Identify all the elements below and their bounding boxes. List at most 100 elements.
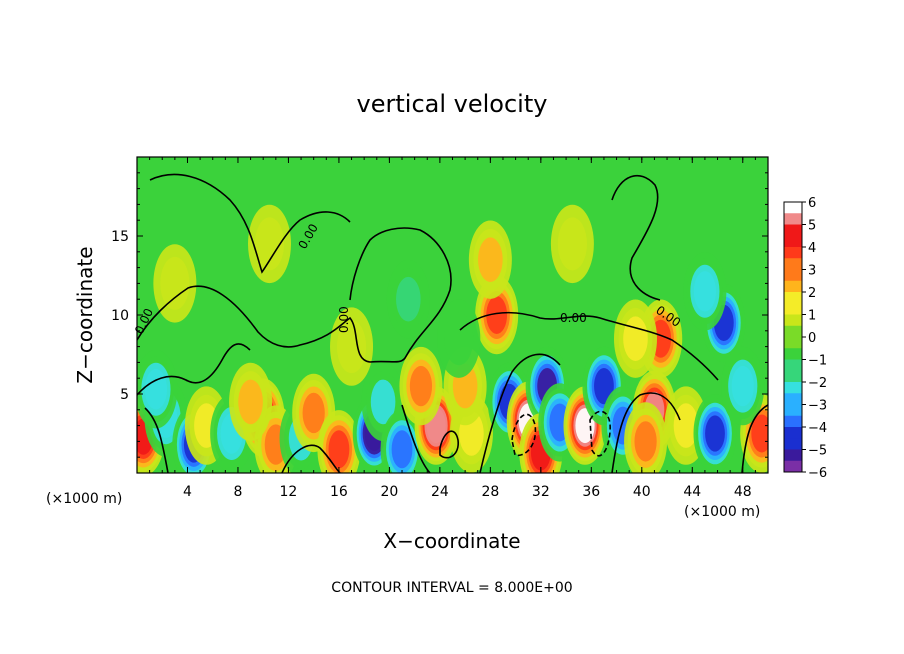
heatmap-cells <box>137 204 768 473</box>
heatmap-cell <box>705 415 725 452</box>
positive-contour-line <box>439 430 459 459</box>
colorbar-tick-label: −6 <box>808 466 827 481</box>
x-tick-label: 20 <box>380 484 398 500</box>
chart-title: vertical velocity <box>357 90 548 118</box>
x-tick-label: 40 <box>633 484 651 500</box>
heatmap-cell <box>634 421 657 462</box>
colorbar-swatch <box>784 382 802 394</box>
x-tick-label: 4 <box>183 484 192 500</box>
contour-label: 0.00 <box>560 311 587 325</box>
colorbar-swatch <box>784 247 802 259</box>
colorbar-tick-label: 6 <box>808 196 816 211</box>
colorbar-swatch <box>784 337 802 349</box>
y-tick-label: 15 <box>111 229 129 245</box>
colorbar-tick-label: 1 <box>808 309 816 324</box>
colorbar-swatches <box>784 202 802 473</box>
zero-contour-line <box>137 227 452 363</box>
zero-contour-line <box>479 353 561 473</box>
x-tick-label: 32 <box>532 484 550 500</box>
heatmap-cell <box>160 256 190 310</box>
colorbar-swatch <box>784 224 802 237</box>
colorbar-swatch <box>784 427 802 439</box>
heatmap-cell <box>391 430 413 469</box>
x-tick-label: 28 <box>481 484 499 500</box>
zero-contour-line <box>741 404 768 473</box>
zero-contours <box>137 173 768 473</box>
negative-contour-line <box>511 413 537 457</box>
zero-contour-line <box>401 404 431 473</box>
heatmap-cell <box>370 379 396 425</box>
zero-contour-line <box>149 173 351 274</box>
y-axis-ticks: 5 10 15 <box>111 172 768 458</box>
x-tick-label: 16 <box>330 484 348 500</box>
x-tick-label: 36 <box>582 484 600 500</box>
colorbar: 6 5 4 3 2 1 0 −1 −2 −3 −4 −5 −6 <box>783 196 827 481</box>
colorbar-swatch <box>784 292 802 304</box>
zero-contour-line <box>611 174 661 301</box>
colorbar-swatch <box>784 415 802 428</box>
heatmap-cell <box>254 217 285 271</box>
heatmap-cell <box>336 320 367 374</box>
x-tick-label: 12 <box>280 484 298 500</box>
heatmap-cell <box>623 316 648 362</box>
x-tick-label: 24 <box>431 484 449 500</box>
colorbar-swatch <box>784 460 802 473</box>
colorbar-tick-label: 3 <box>808 264 816 279</box>
colorbar-swatch <box>784 393 802 405</box>
colorbar-tick-label: 4 <box>808 241 816 256</box>
zero-contour-line <box>459 311 719 381</box>
colorbar-swatch <box>784 348 802 360</box>
colorbar-swatch <box>784 258 802 270</box>
heatmap-cell <box>751 414 768 453</box>
heatmap-cell <box>144 369 168 410</box>
heatmap-cell <box>409 365 433 407</box>
colorbar-swatch <box>784 202 802 214</box>
zero-contour-line <box>144 407 169 473</box>
zero-contour-line <box>611 392 681 473</box>
y-axis-label: Z−coordinate <box>73 246 97 383</box>
heatmap-cell <box>444 312 474 366</box>
contour-interval-note: CONTOUR INTERVAL = 8.000E+00 <box>331 580 572 596</box>
colorbar-swatch <box>784 314 802 327</box>
contour-label: 0.00 <box>337 306 351 333</box>
plot-area: 0.00 0.00 0.00 0.00 0.00 4 8 12 16 20 24 28 32 3… <box>111 156 769 500</box>
heatmap-cell <box>486 296 508 334</box>
x-tick-label: 48 <box>734 484 752 500</box>
colorbar-swatch <box>784 449 802 462</box>
heatmap-cell <box>575 408 595 444</box>
colorbar-tick-label: −5 <box>808 444 827 459</box>
colorbar-swatch <box>784 359 802 372</box>
y-unit-label: (×1000 m) <box>46 491 122 507</box>
colorbar-swatch <box>784 438 802 450</box>
colorbar-tick-label: −1 <box>808 354 827 369</box>
colorbar-swatch <box>784 303 802 315</box>
x-axis-ticks: 4 8 12 16 20 24 28 32 36 40 44 48 <box>149 157 756 500</box>
colorbar-tick-label: 5 <box>808 219 816 234</box>
colorbar-swatch <box>784 404 802 417</box>
colorbar-tick-label: 0 <box>808 331 816 346</box>
colorbar-tick-label: −4 <box>808 421 827 436</box>
zero-contour-line <box>281 444 341 473</box>
y-tick-label: 10 <box>111 308 129 324</box>
colorbar-tick-label: −3 <box>808 399 827 414</box>
colorbar-swatch <box>784 325 802 338</box>
y-tick-label: 5 <box>120 387 129 403</box>
x-axis-label: X−coordinate <box>383 529 520 553</box>
heatmap-cell <box>673 403 699 448</box>
heatmap-cell <box>478 237 503 282</box>
colorbar-swatch <box>784 280 802 293</box>
x-unit-label: (×1000 m) <box>684 504 760 520</box>
colorbar-swatch <box>784 370 802 383</box>
colorbar-tick-label: −2 <box>808 376 827 391</box>
colorbar-ticks: 6 5 4 3 2 1 0 −1 −2 −3 −4 −5 −6 <box>802 196 827 481</box>
heatmap-cell <box>396 276 421 322</box>
heatmap-cell <box>693 271 717 312</box>
heatmap-cell <box>731 365 754 407</box>
heatmap-cell <box>238 379 263 425</box>
heatmap-cell <box>557 217 587 271</box>
x-tick-label: 44 <box>683 484 701 500</box>
colorbar-swatch <box>784 235 802 248</box>
colorbar-swatch <box>784 213 802 225</box>
colorbar-tick-label: 2 <box>808 286 816 301</box>
